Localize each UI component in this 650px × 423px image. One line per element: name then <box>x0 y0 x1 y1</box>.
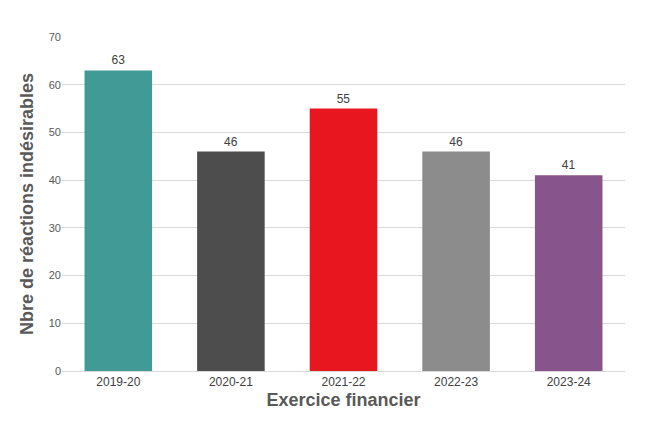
svg-text:2022-23: 2022-23 <box>434 375 478 389</box>
svg-text:10: 10 <box>49 317 61 329</box>
svg-text:63: 63 <box>111 53 125 67</box>
svg-text:Exercice financier: Exercice financier <box>266 390 420 410</box>
svg-text:46: 46 <box>449 135 463 149</box>
svg-text:50: 50 <box>49 126 61 138</box>
svg-text:2019-20: 2019-20 <box>96 375 140 389</box>
svg-text:55: 55 <box>337 92 351 106</box>
svg-text:30: 30 <box>49 222 61 234</box>
svg-text:20: 20 <box>49 269 61 281</box>
svg-text:0: 0 <box>55 365 61 377</box>
svg-text:41: 41 <box>562 158 576 172</box>
svg-text:Nbre de réactions indésirables: Nbre de réactions indésirables <box>17 73 37 335</box>
svg-text:70: 70 <box>49 31 61 43</box>
svg-text:46: 46 <box>224 135 238 149</box>
svg-text:2020-21: 2020-21 <box>209 375 253 389</box>
svg-text:60: 60 <box>49 79 61 91</box>
svg-text:2021-22: 2021-22 <box>321 375 365 389</box>
svg-text:2023-24: 2023-24 <box>547 375 591 389</box>
svg-text:40: 40 <box>49 174 61 186</box>
